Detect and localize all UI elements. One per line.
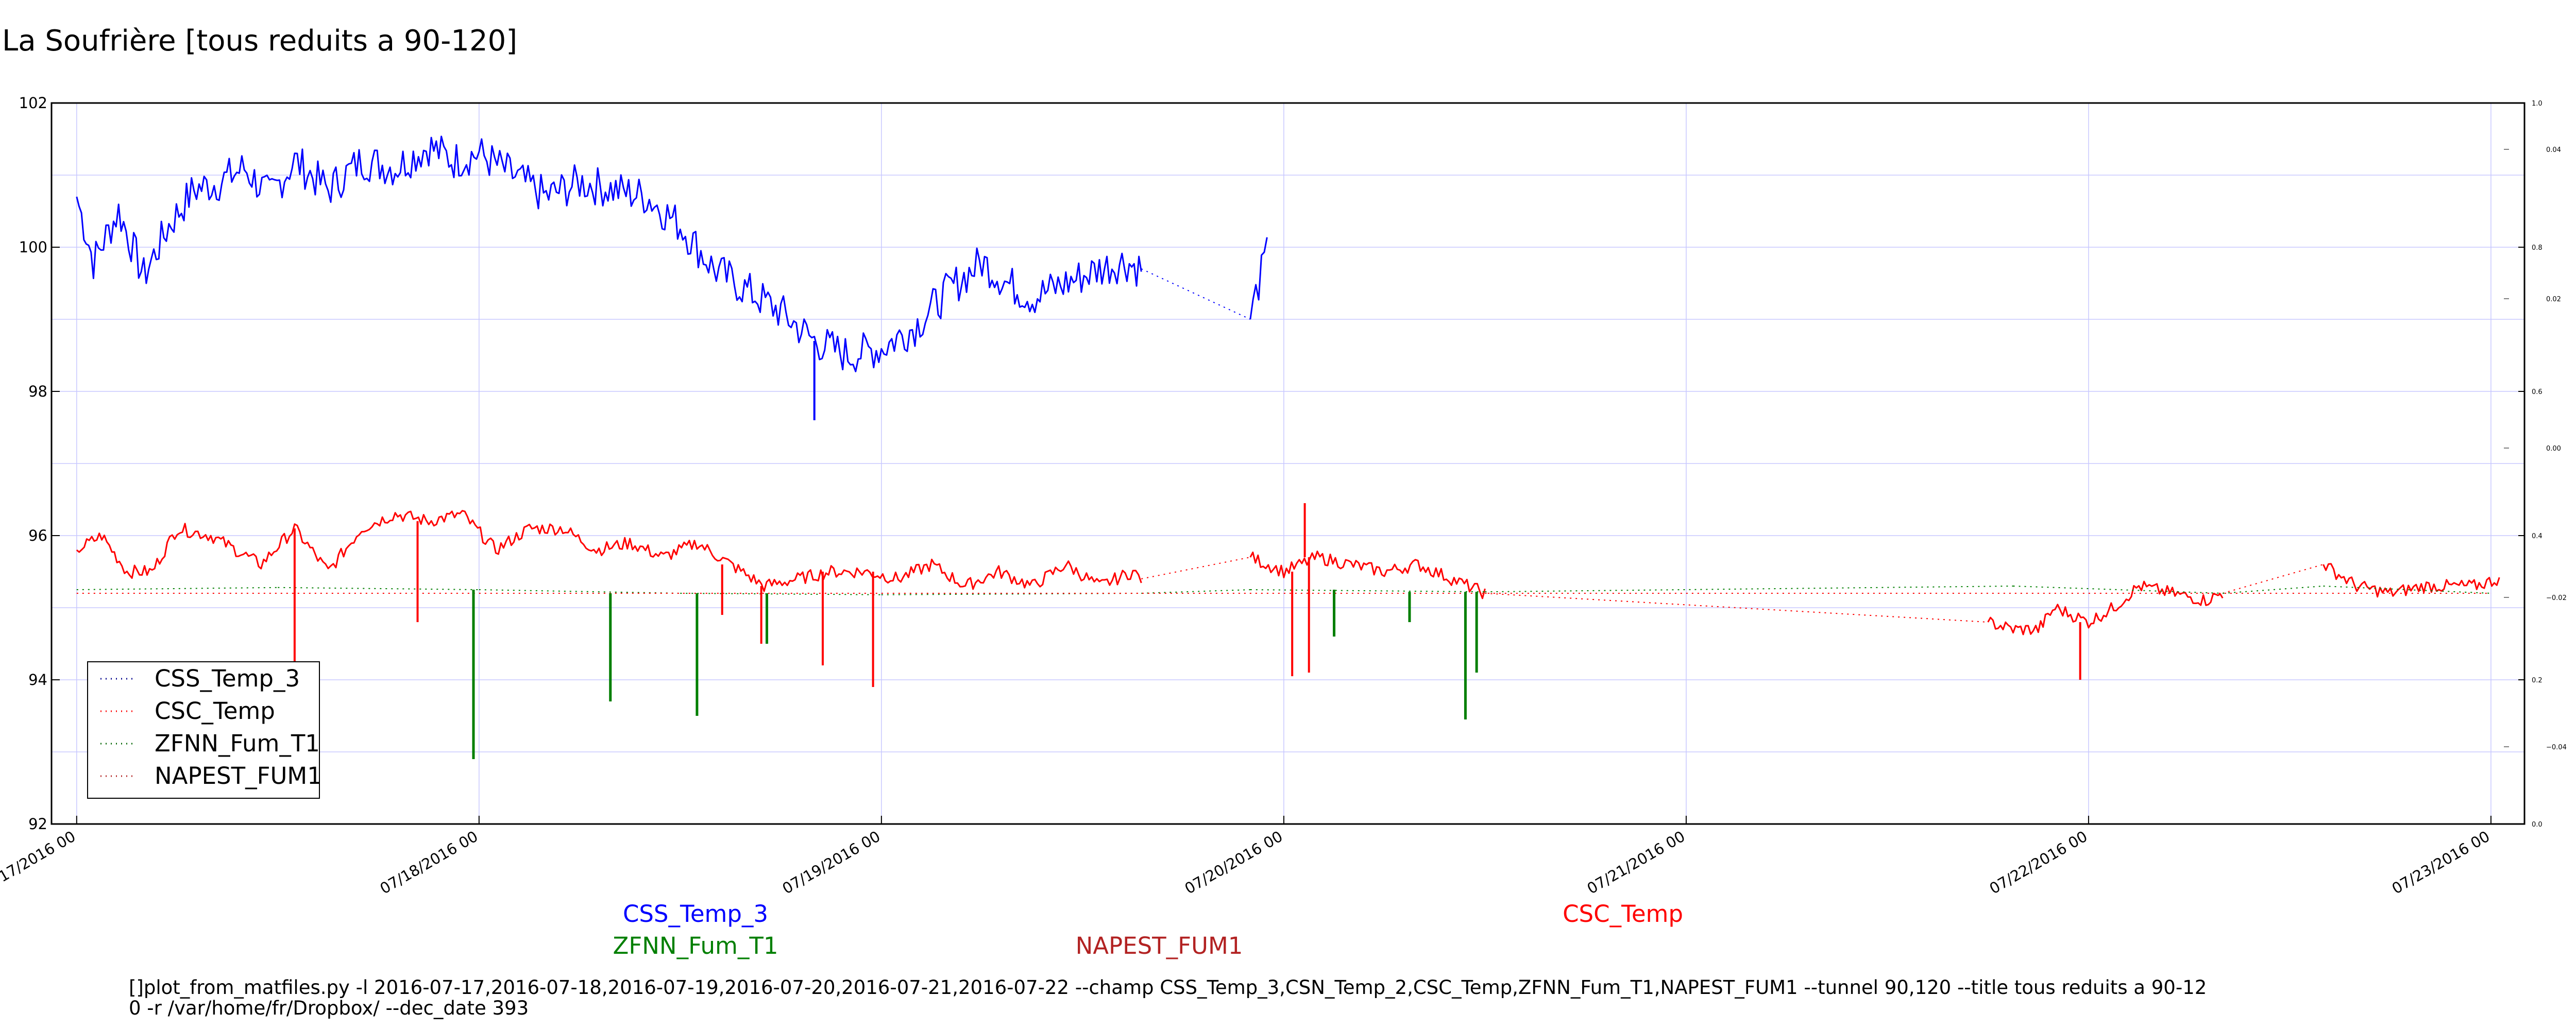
y-tick-label: 96 [28,527,47,544]
y-axis: 92 94 96 98 100 102 [19,94,60,833]
plot-frame [50,102,2526,825]
below-label-zfnn-fum-t1: ZFNN_Fum_T1 [613,932,778,959]
right-outer-tick-label: 0.2 [2532,677,2543,684]
chart-title: La Soufrière [tous reduits a 90-120] [2,24,517,58]
right-inner-tick-label: 0.00 [2546,445,2561,453]
series-gap-line-css-temp-3 [1141,268,1251,320]
right-axis: 0.0 0.2 0.4 0.6 0.8 1.0 −0.04 −0.02 0.00 0.02 0.04 [2504,100,2567,829]
right-inner-tick-label: −0.02 [2546,594,2567,602]
below-label-napest-fum1: NAPEST_FUM1 [1076,932,1243,959]
y-tick-label: 102 [19,94,47,112]
grid-lines [52,102,2524,825]
legend-label: CSS_Temp_3 [155,665,300,692]
below-label-css-temp-3: CSS_Temp_3 [623,900,768,928]
command-line-1: []plot_from_matfiles.py -l 2016-07-17,20… [129,976,2207,999]
legend: CSS_Temp_3 CSC_Temp ZFNN_Fum_T1 NAPEST_FUM1 [87,661,322,799]
below-labels: CSS_Temp_3 ZFNN_Fum_T1 NAPEST_FUM1 CSC_T… [613,900,1683,959]
series-line-css-temp-3 [76,135,1268,372]
x-tick-label: 07/17/2016 00 [0,828,78,898]
x-tick-label: 07/18/2016 00 [377,828,481,898]
x-tick-label: 07/20/2016 00 [1182,828,1286,898]
series-line-csc-temp [76,510,2500,636]
y-tick-label: 98 [28,383,47,400]
command-line: []plot_from_matfiles.py -l 2016-07-17,20… [129,976,2207,1019]
legend-label: NAPEST_FUM1 [155,762,322,789]
series-gap-line-csc-temp [1141,557,2324,623]
x-tick-label: 07/22/2016 00 [1987,828,2091,898]
x-tick-label: 07/21/2016 00 [1584,828,1688,898]
right-inner-tick-label: 0.02 [2546,296,2561,303]
command-line-2: 0 -r /var/home/fr/Dropbox/ --dec_date 39… [129,997,529,1019]
data-layer [76,135,2500,759]
x-axis: 07/17/2016 00 07/18/2016 00 07/19/2016 00 0… [0,816,2493,898]
x-tick-label: 07/23/2016 00 [2389,828,2493,898]
right-outer-tick-label: 0.0 [2532,821,2543,829]
right-inner-tick-label: 0.04 [2546,146,2561,154]
right-outer-tick-label: 0.4 [2532,533,2543,540]
y-tick-label: 94 [28,671,47,689]
right-inner-tick-label: −0.04 [2546,744,2567,751]
legend-label: ZFNN_Fum_T1 [155,730,320,757]
y-tick-label: 100 [19,238,47,256]
below-label-csc-temp: CSC_Temp [1563,900,1683,928]
legend-label: CSC_Temp [155,697,275,725]
right-outer-tick-label: 0.6 [2532,388,2543,396]
right-outer-tick-label: 1.0 [2532,100,2543,108]
x-tick-label: 07/19/2016 00 [779,828,884,898]
right-outer-tick-label: 0.8 [2532,244,2543,252]
y-tick-label: 92 [28,815,47,833]
